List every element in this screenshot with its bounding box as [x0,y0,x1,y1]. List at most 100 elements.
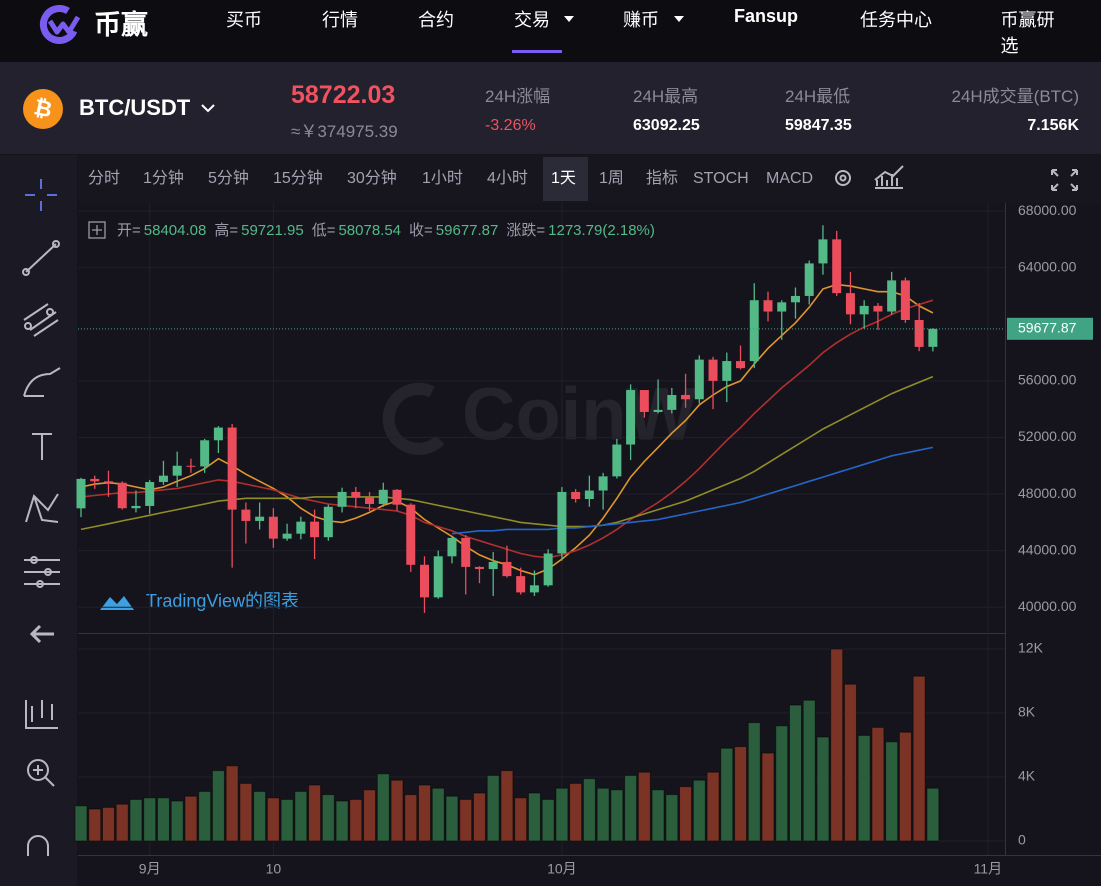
volume-bar [280,798,294,842]
volume-bar [582,778,596,842]
candle-body [227,427,237,510]
watermark-icon [382,382,445,455]
legend-value: 59721.95 [241,222,304,239]
x-tick-label: 11月 [974,861,1003,877]
nav-item[interactable]: 交易 [514,10,550,30]
candle-body [200,440,210,467]
y-tick-label: 52000.00 [1018,428,1077,444]
stat-label: 24H成交量(BTC) [951,87,1079,106]
volume-bar [830,648,844,842]
nav-item[interactable]: 合约 [418,10,454,30]
toolbar-icons[interactable] [88,165,1078,239]
crosshair-tool[interactable] [25,179,57,211]
stat-label: 24H最低 [785,87,851,106]
volume-bar [225,765,239,842]
volume-bar [198,790,212,842]
interval-button[interactable]: 1天 [551,170,576,187]
candle-body [900,280,910,321]
nav-item[interactable]: 赚币 [623,10,659,30]
nav-item[interactable]: 行情 [322,10,358,30]
interval-button[interactable]: 30分钟 [347,169,397,187]
nav-item[interactable]: 币赢研选 [1000,10,1055,56]
interval-button[interactable]: 1周 [599,170,624,187]
stat-value: -3.26% [485,117,536,134]
candle-body [777,302,787,312]
candle-body [928,328,938,347]
last-price: 58722.03 [291,81,396,109]
candle-body [488,561,498,570]
volume-bar [156,797,170,842]
legend-value: 58078.54 [338,222,401,239]
interval-button[interactable]: 分时 [88,169,120,187]
volume-bar [555,787,569,842]
volume-bar [239,782,253,842]
candle-body [804,263,814,296]
volume-bar [459,798,473,842]
candle-body [626,390,636,445]
indicator-button[interactable]: STOCH [693,170,749,187]
volume-bar [802,699,816,842]
candle-body [887,280,897,312]
pair-selector[interactable]: BTC/USDT [79,95,191,120]
candle-body [310,521,320,538]
y-tick-label: 68000.00 [1018,202,1077,218]
volume-tick-label: 0 [1018,832,1026,848]
candle-body [420,564,429,598]
interval-button[interactable]: 5分钟 [208,169,249,187]
volume-bar [926,787,940,842]
indicator-button[interactable]: MACD [766,170,813,187]
candle-body [832,239,842,294]
candle-body [323,506,333,538]
drawing-tools[interactable] [22,240,61,856]
volume-bar [472,792,486,842]
candle-body [378,489,388,504]
volume-bar [857,734,871,842]
volume-bar [88,808,102,842]
volume-bar [184,795,198,842]
nav-item[interactable]: 任务中心 [860,10,932,30]
attribution[interactable]: TradingView的图表 [146,591,299,611]
candle-body [598,476,608,491]
interval-button[interactable]: 1分钟 [143,169,184,187]
interval-button[interactable]: 1小时 [422,169,463,187]
y-tick-label: 48000.00 [1018,485,1077,501]
brand-name[interactable]: 币赢 [94,10,148,40]
volume-bar [692,779,706,842]
volume-bar [816,736,830,842]
candle-body [90,478,100,482]
candle-body [639,390,649,412]
brand-logo [39,5,81,44]
price-cny: ≈￥374975.39 [291,122,398,141]
volume-bar [898,731,912,842]
candle-body [103,481,113,483]
watermark: CoinW [462,373,696,456]
candle-body [351,491,361,498]
volume-bar [665,794,679,842]
volume-bar [514,797,528,842]
ohlc-legend: 开= 58404.08 高= 59721.95 低= 58078.54 收= 59677.87… [117,222,655,239]
candle-body [749,300,759,362]
candle-body [447,537,457,557]
nav-item[interactable]: 买币 [226,10,262,30]
volume-bar [211,770,225,842]
volume-bar [885,741,899,842]
legend-label: 低= [312,222,336,239]
left-toolbar [0,155,77,886]
candle-body [255,516,265,521]
volume-bar [115,803,129,842]
nav-item[interactable]: Fansup [733,6,799,26]
volume-bar [734,746,748,842]
indicator-button[interactable]: 指标 [646,169,678,187]
legend-label: 收= [409,222,433,239]
interval-button[interactable]: 15分钟 [273,169,323,187]
tradingview-logo [100,596,134,610]
candle-body [392,489,402,505]
volume-bar [720,747,734,842]
volume-bar [308,784,322,842]
btc-icon: ₿ [23,89,63,129]
volume-bar [266,797,280,842]
candle-body [241,509,251,521]
interval-button[interactable]: 4小时 [487,169,528,187]
volume-tick-label: 8K [1018,704,1036,720]
candle-body [296,521,306,534]
